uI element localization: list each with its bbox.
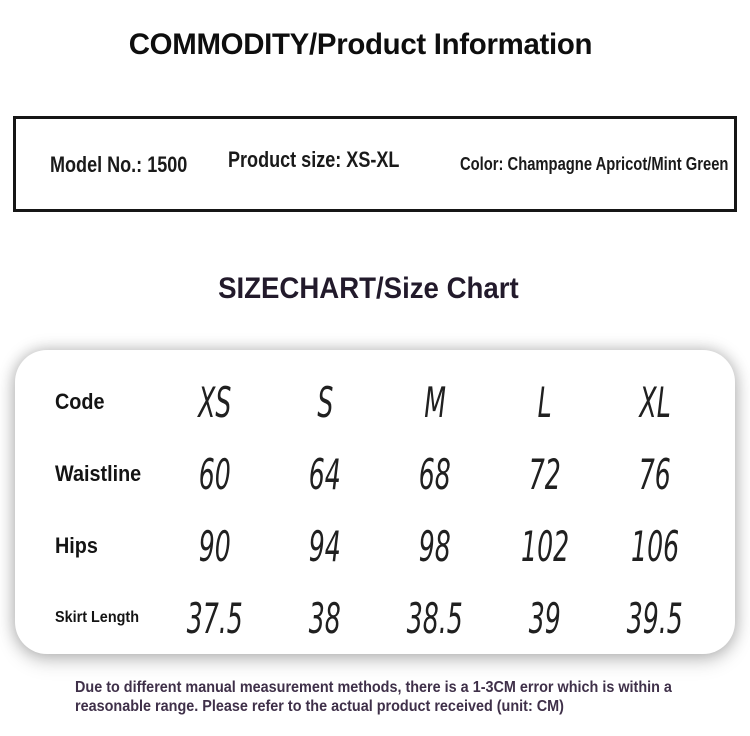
size-cell-text: 60 <box>198 449 232 499</box>
size-cell-text: 76 <box>638 449 672 499</box>
size-cell-text: 39.5 <box>626 593 684 643</box>
row-label-waistline: Waistline <box>55 461 142 486</box>
size-cell: 37.5 <box>160 594 270 643</box>
size-cell: 94 <box>270 522 380 571</box>
size-cell-text: 94 <box>308 521 342 571</box>
sizechart-title-text: SIZECHART/Size Chart <box>217 272 519 305</box>
size-cell: 72 <box>490 450 600 499</box>
size-cell-text: 102 <box>520 521 570 571</box>
size-table: Code XS S M L XL Waistline 60 64 68 72 7… <box>55 366 710 654</box>
size-cell-text: 106 <box>630 521 680 571</box>
size-cell: XL <box>600 378 710 427</box>
size-cell: 38 <box>270 594 380 643</box>
sizechart-title: SIZECHART/Size Chart <box>0 272 743 306</box>
size-cell: L <box>490 378 600 427</box>
size-cell: 106 <box>600 522 710 571</box>
size-cell: M <box>380 378 490 427</box>
product-info-box: Model No.: 1500 Product size: XS-XL Colo… <box>13 116 737 212</box>
size-cell-text: 39 <box>528 593 562 643</box>
size-cell: 90 <box>160 522 270 571</box>
disclaimer-line-1: Due to different manual measurement meth… <box>75 679 672 696</box>
row-label-code: Code <box>55 389 105 414</box>
row-label-hips: Hips <box>55 533 98 558</box>
size-cell: 38.5 <box>380 594 490 643</box>
size-cell-text: 38.5 <box>406 593 464 643</box>
row-label-skirt-length: Skirt Length <box>55 609 140 626</box>
size-cell-text: 98 <box>418 521 452 571</box>
size-cell: S <box>270 378 380 427</box>
size-cell: 60 <box>160 450 270 499</box>
size-cell-text: XL <box>639 377 671 427</box>
product-color-text: Color: Champagne Apricot/Mint Green <box>459 153 728 174</box>
page-title-text: COMMODITY/Product Information <box>128 28 592 61</box>
size-cell-text: 38 <box>308 593 342 643</box>
size-cell-text: 68 <box>418 449 452 499</box>
size-cell-text: 72 <box>528 449 562 499</box>
size-chart-card: Code XS S M L XL Waistline 60 64 68 72 7… <box>15 350 735 654</box>
size-cell-text: 37.5 <box>186 593 244 643</box>
size-cell: 102 <box>490 522 600 571</box>
size-cell: 39.5 <box>600 594 710 643</box>
size-cell-text: M <box>424 377 446 427</box>
size-cell: 98 <box>380 522 490 571</box>
size-cell-text: 90 <box>198 521 232 571</box>
size-cell-text: XS <box>198 377 232 427</box>
size-cell-text: 64 <box>308 449 342 499</box>
disclaimer-text: Due to different manual measurement meth… <box>75 678 750 716</box>
model-number-text: Model No.: 1500 <box>50 152 188 177</box>
product-size-text: Product size: XS-XL <box>228 147 400 172</box>
size-cell-text: L <box>537 377 553 427</box>
size-cell: 76 <box>600 450 710 499</box>
disclaimer-line-2: reasonable range. Please refer to the ac… <box>75 698 564 715</box>
size-cell-text: S <box>316 377 333 427</box>
size-cell: 68 <box>380 450 490 499</box>
size-cell: 64 <box>270 450 380 499</box>
page-title: COMMODITY/Product Information <box>0 0 735 63</box>
size-cell: XS <box>160 378 270 427</box>
size-cell: 39 <box>490 594 600 643</box>
